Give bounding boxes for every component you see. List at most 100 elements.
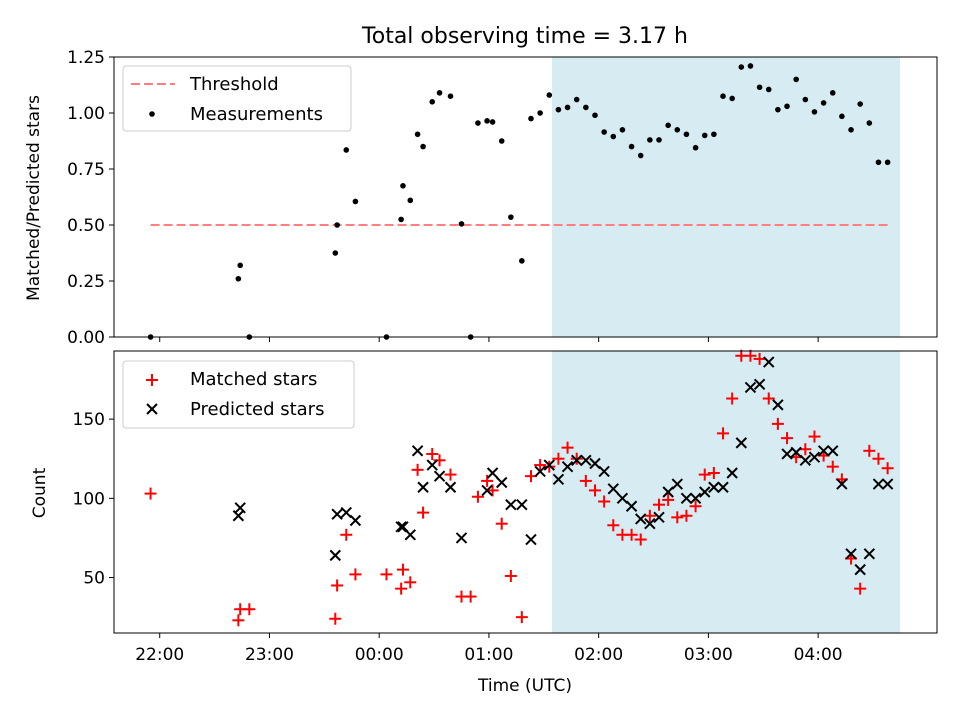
measurement-point bbox=[555, 106, 562, 113]
matched-star-point bbox=[662, 493, 675, 506]
matched-star-point bbox=[598, 495, 611, 508]
ratio-panel: 0.00 0.25 0.50 0.75 1.00 1.25 Matched/Predict… bbox=[24, 48, 938, 348]
matched-star-point bbox=[863, 444, 876, 457]
predicted-star-point bbox=[411, 445, 424, 457]
measurement-point bbox=[756, 84, 763, 91]
predicted-star-point bbox=[635, 513, 647, 525]
matched-star-point bbox=[744, 349, 757, 362]
measurement-point bbox=[619, 127, 626, 133]
measurement-point bbox=[875, 159, 882, 166]
matched-star-point bbox=[243, 603, 256, 616]
x-tick-label: 01:00 bbox=[464, 645, 513, 665]
predicted-star-point bbox=[616, 492, 629, 505]
measurement-point bbox=[398, 216, 404, 223]
measurement-point bbox=[647, 137, 653, 143]
matched-star-point bbox=[433, 454, 446, 467]
measurement-point bbox=[802, 96, 809, 103]
ratio-y-axis-label: Matched/Predicted stars bbox=[24, 95, 44, 301]
matched-star-point bbox=[579, 474, 592, 487]
y-tick-label: 0.00 bbox=[67, 328, 105, 348]
y-tick-label: 50 bbox=[83, 569, 105, 589]
counts-y-axis: 50 100 150 bbox=[73, 410, 114, 589]
matched-star-point bbox=[781, 432, 794, 445]
predicted-star-point bbox=[543, 459, 555, 471]
predicted-star-point bbox=[662, 486, 674, 498]
predicted-star-point bbox=[625, 500, 638, 512]
measurement-point bbox=[334, 222, 340, 228]
matched-star-point bbox=[653, 498, 666, 511]
measurement-point bbox=[637, 152, 644, 159]
matched-star-point bbox=[698, 468, 711, 481]
matched-star-point bbox=[643, 509, 656, 522]
ratio-legend-box bbox=[122, 65, 352, 132]
matched-star-point bbox=[717, 427, 730, 440]
counts-highlight-region bbox=[552, 351, 900, 633]
matched-star-point bbox=[232, 614, 245, 627]
y-tick-label: 0.75 bbox=[67, 160, 105, 180]
measurement-point bbox=[508, 214, 514, 220]
matched-star-point bbox=[607, 519, 620, 532]
predicted-star-point bbox=[863, 548, 876, 560]
predicted-star-point bbox=[726, 467, 738, 479]
matched-star-point bbox=[753, 352, 766, 365]
predicted-star-point bbox=[799, 454, 812, 467]
matched-star-point bbox=[808, 430, 821, 443]
predicted-star-point bbox=[349, 514, 362, 527]
measurement-point bbox=[343, 147, 350, 153]
matched-star-point bbox=[417, 506, 430, 519]
predicted-star-point bbox=[744, 381, 757, 394]
measurement-point bbox=[738, 64, 745, 70]
counts-panel-frame bbox=[113, 350, 938, 634]
matched-star-point bbox=[444, 468, 457, 481]
matched-star-point bbox=[872, 452, 885, 465]
measurement-point bbox=[237, 262, 243, 269]
predicted-star-point bbox=[827, 445, 839, 457]
measurement-point bbox=[665, 122, 671, 129]
predicted-star-point bbox=[763, 356, 775, 368]
predicted-star-point bbox=[808, 451, 821, 463]
predicted-star-point bbox=[426, 459, 438, 471]
counts-panel: 50 100 150 22:00 23:00 00:00 01:00 02:00 03:00 0… bbox=[30, 349, 938, 665]
measurement-point bbox=[884, 159, 891, 166]
y-tick-label: 150 bbox=[73, 410, 105, 430]
counts-series bbox=[144, 349, 894, 627]
measurement-point bbox=[519, 258, 525, 264]
predicted-star-point bbox=[817, 445, 830, 457]
matched-star-point bbox=[495, 517, 508, 530]
measurement-point bbox=[610, 133, 617, 140]
predicted-star-point bbox=[561, 460, 574, 473]
measurement-point bbox=[489, 119, 496, 125]
matched-star-point bbox=[552, 452, 565, 465]
matched-star-point bbox=[396, 563, 409, 576]
y-tick-label: 1.25 bbox=[67, 48, 105, 68]
matched-star-point bbox=[854, 582, 867, 595]
matched-star-point bbox=[561, 441, 574, 454]
matched-star-point bbox=[726, 392, 739, 405]
predicted-star-point bbox=[516, 498, 528, 511]
measurement-point bbox=[498, 138, 505, 144]
measurement-point bbox=[447, 93, 454, 99]
measurement-point bbox=[407, 197, 414, 204]
predicted-star-point bbox=[653, 511, 665, 524]
predicted-star-point bbox=[444, 481, 457, 493]
measurement-point bbox=[829, 90, 836, 96]
predicted-star-point bbox=[708, 481, 720, 493]
predicted-star-point bbox=[790, 446, 802, 459]
predicted-star-point bbox=[496, 476, 508, 489]
measurement-point bbox=[784, 103, 790, 110]
predicted-star-point bbox=[753, 378, 766, 390]
matched-star-point bbox=[826, 460, 839, 473]
matched-star-point bbox=[689, 500, 702, 513]
measurement-point bbox=[866, 120, 873, 126]
measurement-point bbox=[420, 143, 426, 150]
y-tick-label: 0.25 bbox=[67, 272, 105, 292]
matched-star-point bbox=[471, 490, 484, 503]
matched-star-point bbox=[395, 582, 408, 595]
matched-star-point bbox=[329, 612, 342, 625]
ratio-highlight-region bbox=[552, 57, 900, 337]
measurement-point bbox=[528, 115, 534, 122]
measurement-point bbox=[573, 96, 580, 103]
matched-star-point bbox=[331, 579, 344, 592]
predicted-star-point bbox=[845, 548, 857, 560]
